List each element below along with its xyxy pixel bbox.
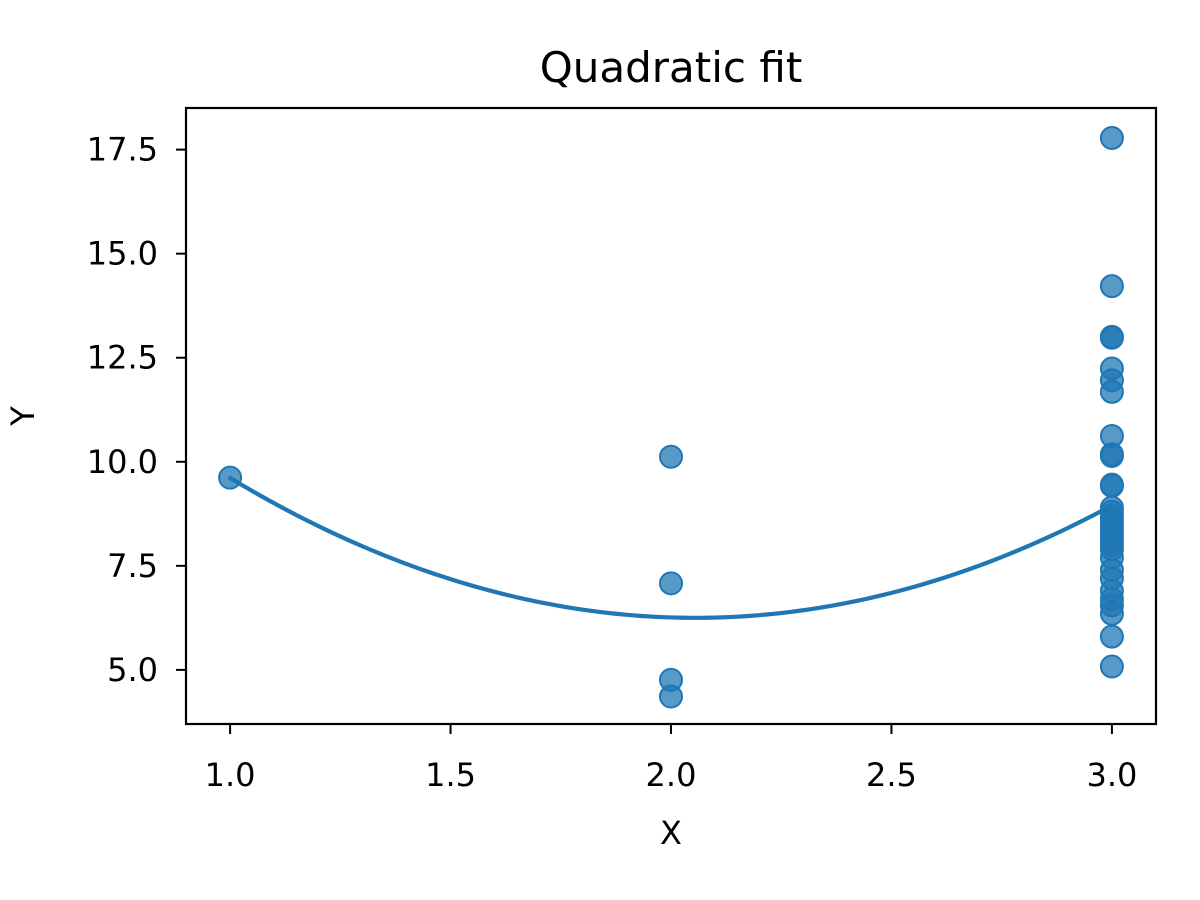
chart-title: Quadratic fit	[540, 43, 803, 92]
x-axis-label: X	[660, 814, 682, 852]
y-tick-label: 7.5	[107, 547, 158, 585]
scatter-point	[1099, 654, 1124, 679]
x-tick-label: 2.0	[646, 756, 697, 794]
scatter-point	[659, 444, 683, 469]
scatter-point	[1099, 125, 1124, 150]
y-tick-label: 10.0	[87, 443, 158, 481]
scatter-point	[1099, 379, 1124, 404]
x-tick-label: 3.0	[1086, 756, 1137, 794]
x-tick-label: 1.5	[425, 756, 476, 794]
y-tick-label: 15.0	[87, 235, 158, 273]
scatter-point	[1099, 325, 1124, 350]
y-axis-label: Y	[4, 406, 42, 427]
y-tick-label: 5.0	[107, 651, 158, 689]
fit-curve	[227, 475, 1115, 620]
y-tick-label: 17.5	[87, 131, 158, 169]
x-tick-label: 1.0	[205, 756, 256, 794]
scatter-point	[1099, 443, 1124, 468]
y-tick-label: 12.5	[87, 339, 158, 377]
scatter-point	[218, 465, 243, 490]
scatter-point	[1099, 601, 1124, 626]
scatter-point	[1099, 473, 1124, 498]
scatter-point	[1099, 624, 1124, 649]
scatter-point	[659, 684, 683, 709]
x-tick-label: 2.5	[866, 756, 917, 794]
scatter-point	[1099, 274, 1124, 299]
scatter-point	[659, 571, 683, 596]
